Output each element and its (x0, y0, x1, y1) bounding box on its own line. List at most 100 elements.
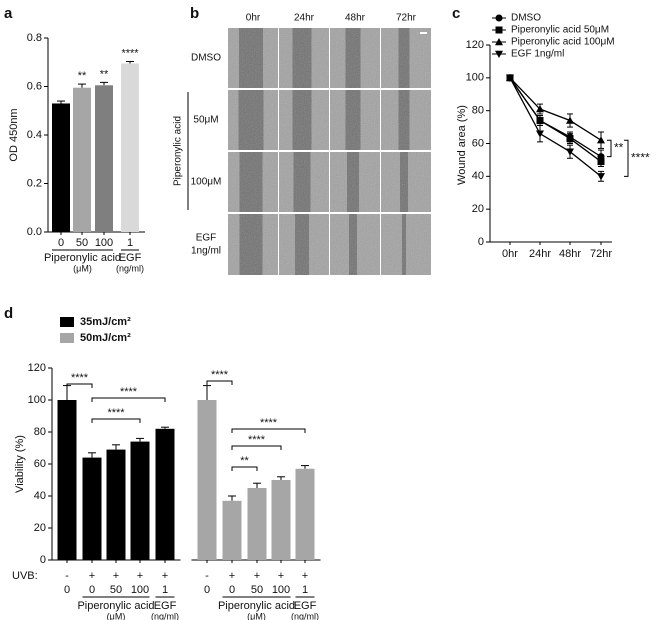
row-label: 50μM (193, 115, 218, 126)
significance-label: **** (107, 407, 125, 419)
group-unit: (μM) (247, 611, 266, 620)
marker (495, 26, 503, 34)
bar (271, 480, 291, 560)
significance-bracket (231, 466, 258, 471)
significance-bracket (607, 139, 612, 158)
y-tick-label: 0 (40, 554, 46, 566)
group-unit: (ng/ml) (151, 611, 179, 620)
bar (95, 85, 113, 232)
marker (597, 158, 605, 166)
x-tick-label: 50 (251, 584, 263, 596)
micrograph-texture (381, 90, 431, 150)
y-tick-label: 100 (28, 394, 46, 406)
y-tick-label: 60 (34, 458, 46, 470)
uvb-sign: + (302, 570, 308, 582)
panel-letter: d (4, 305, 13, 322)
bar (57, 400, 77, 560)
uvb-label: UVB: (12, 570, 38, 582)
panel-letter: c (452, 5, 460, 22)
significance-bracket (66, 383, 93, 388)
significance-label: ** (614, 141, 624, 155)
y-tick-label: 0.8 (27, 32, 42, 44)
x-tick-label: 0hr (502, 248, 518, 260)
group-unit: (μM) (107, 611, 126, 620)
micrograph-texture (381, 28, 431, 88)
legend-label: Piperonylic acid 50μM (511, 25, 609, 36)
y-tick-label: 60 (472, 137, 484, 149)
y-tick-label: 20 (472, 203, 484, 215)
bar (82, 457, 102, 560)
row-label: EGF (196, 233, 217, 244)
y-tick-label: 0.4 (27, 129, 42, 141)
uvb-sign: + (137, 570, 143, 582)
marker (566, 148, 574, 156)
column-label: 72hr (396, 13, 417, 24)
marker (506, 74, 514, 82)
y-tick-label: 120 (466, 39, 484, 51)
group-unit: (ng/ml) (291, 611, 319, 620)
x-tick-label: 1 (302, 584, 308, 596)
column-label: 0hr (246, 13, 261, 24)
row-label: DMSO (191, 53, 221, 64)
micrograph-texture (330, 214, 380, 275)
y-tick-label: 80 (472, 105, 484, 117)
bar (52, 103, 70, 232)
significance-bracket (231, 445, 282, 450)
column-label: 48hr (345, 13, 366, 24)
bar (197, 400, 217, 560)
marker (566, 116, 574, 124)
legend-label: 50mJ/cm² (80, 332, 131, 344)
x-tick-label: 50 (110, 584, 122, 596)
x-tick-label: 1 (127, 237, 133, 249)
micrograph-texture (381, 152, 431, 212)
marker (536, 130, 544, 138)
bar (106, 449, 126, 560)
x-tick-label: 50 (76, 237, 88, 249)
micrograph-texture (279, 214, 329, 275)
y-axis-label: Wound area (%) (456, 105, 468, 185)
x-tick-label: 100 (131, 584, 149, 596)
series-line (509, 77, 602, 141)
significance-label: **** (631, 150, 650, 164)
bar (73, 87, 91, 233)
x-tick-label: 0 (89, 584, 95, 596)
x-tick-label: 1 (162, 584, 168, 596)
micrograph-texture (228, 90, 278, 150)
group-label: EGF (119, 252, 142, 264)
micrograph-texture (228, 28, 278, 88)
significance-bracket (206, 380, 233, 385)
micrograph-texture (330, 152, 380, 212)
uvb-sign: + (113, 570, 119, 582)
marker (566, 135, 574, 143)
group-unit: (ng/ml) (116, 263, 144, 273)
legend-label: DMSO (511, 13, 541, 24)
significance-label: **** (260, 417, 278, 429)
micrograph-texture (381, 214, 431, 275)
y-tick-label: 40 (34, 490, 46, 502)
x-tick-label: 100 (95, 237, 113, 249)
x-tick-label: 48hr (559, 248, 581, 260)
legend-swatch (60, 333, 74, 343)
y-tick-label: 40 (472, 170, 484, 182)
legend-label: 35mJ/cm² (80, 316, 131, 328)
legend-swatch (60, 317, 74, 327)
group-label: Piperonylic acid (44, 252, 121, 264)
uvb-sign: + (162, 570, 168, 582)
y-tick-label: 0.6 (27, 80, 42, 92)
marker (536, 117, 544, 125)
marker (597, 136, 605, 144)
x-tick-label: 100 (272, 584, 290, 596)
group-label: EGF (294, 600, 317, 612)
micrograph-texture (228, 152, 278, 212)
marker (495, 14, 503, 22)
x-tick-label: 72hr (590, 248, 612, 260)
marker (597, 173, 605, 181)
panel-letter: a (4, 5, 13, 22)
x-tick-label: 0 (204, 584, 210, 596)
row-label: 1ng/ml (191, 246, 221, 257)
x-tick-label: 24hr (529, 248, 551, 260)
bar (222, 500, 242, 560)
significance-label: **** (248, 434, 266, 446)
y-tick-label: 120 (28, 362, 46, 374)
